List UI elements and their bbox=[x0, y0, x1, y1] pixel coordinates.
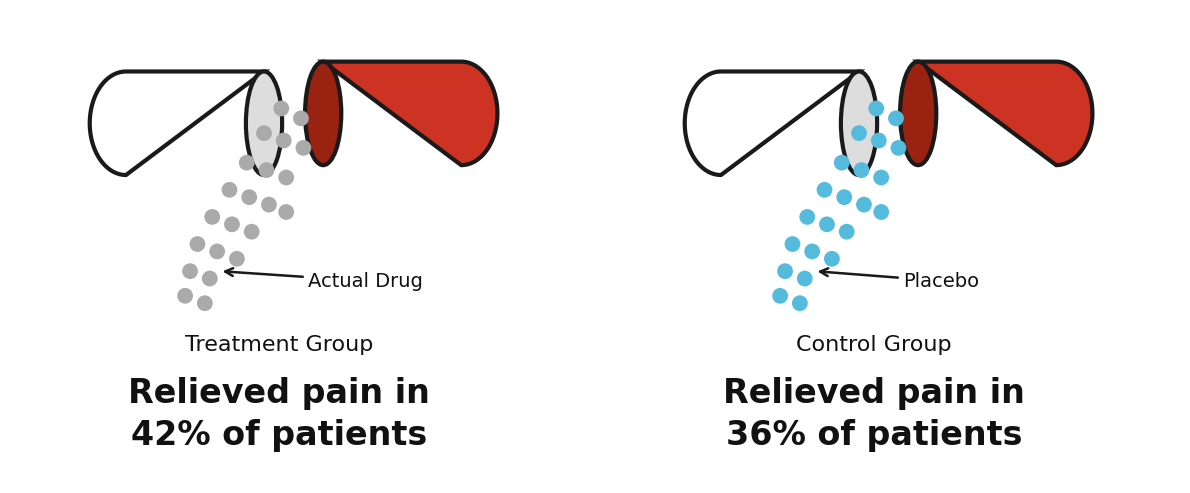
Circle shape bbox=[224, 216, 240, 232]
Circle shape bbox=[839, 224, 854, 240]
Circle shape bbox=[777, 263, 793, 279]
Circle shape bbox=[772, 288, 788, 304]
Circle shape bbox=[242, 189, 257, 205]
Circle shape bbox=[182, 263, 198, 279]
Circle shape bbox=[871, 133, 887, 148]
Circle shape bbox=[873, 204, 889, 220]
PathPatch shape bbox=[684, 71, 859, 175]
Circle shape bbox=[256, 125, 271, 141]
Circle shape bbox=[276, 133, 292, 148]
Circle shape bbox=[816, 182, 832, 198]
PathPatch shape bbox=[89, 71, 264, 175]
Circle shape bbox=[177, 288, 193, 304]
Circle shape bbox=[202, 271, 218, 286]
Circle shape bbox=[873, 170, 889, 185]
Circle shape bbox=[239, 155, 255, 171]
PathPatch shape bbox=[919, 62, 1092, 165]
Circle shape bbox=[869, 101, 884, 116]
Circle shape bbox=[261, 197, 277, 212]
Circle shape bbox=[221, 182, 237, 198]
Ellipse shape bbox=[246, 71, 282, 175]
Text: Control Group: Control Group bbox=[796, 335, 952, 355]
Text: Relieved pain in
36% of patients: Relieved pain in 36% of patients bbox=[722, 377, 1025, 452]
Text: Relieved pain in
42% of patients: Relieved pain in 42% of patients bbox=[127, 377, 430, 452]
Circle shape bbox=[890, 140, 907, 156]
Circle shape bbox=[800, 209, 815, 225]
Circle shape bbox=[295, 140, 312, 156]
Circle shape bbox=[244, 224, 259, 240]
Circle shape bbox=[851, 125, 866, 141]
Text: Placebo: Placebo bbox=[820, 268, 979, 290]
Ellipse shape bbox=[900, 62, 937, 165]
Circle shape bbox=[853, 162, 870, 178]
PathPatch shape bbox=[324, 62, 497, 165]
Circle shape bbox=[856, 197, 872, 212]
Circle shape bbox=[784, 236, 801, 252]
Circle shape bbox=[205, 209, 220, 225]
Ellipse shape bbox=[841, 71, 877, 175]
Ellipse shape bbox=[305, 62, 342, 165]
Circle shape bbox=[228, 251, 245, 267]
Text: Actual Drug: Actual Drug bbox=[225, 268, 424, 290]
Circle shape bbox=[198, 295, 213, 311]
Circle shape bbox=[823, 251, 840, 267]
Circle shape bbox=[189, 236, 206, 252]
Circle shape bbox=[274, 101, 289, 116]
Circle shape bbox=[888, 110, 904, 126]
Circle shape bbox=[258, 162, 275, 178]
Circle shape bbox=[804, 244, 820, 259]
Circle shape bbox=[278, 170, 294, 185]
Circle shape bbox=[209, 244, 225, 259]
Circle shape bbox=[278, 204, 294, 220]
Circle shape bbox=[293, 110, 309, 126]
Circle shape bbox=[837, 189, 852, 205]
Circle shape bbox=[834, 155, 850, 171]
Text: Treatment Group: Treatment Group bbox=[184, 335, 372, 355]
Circle shape bbox=[797, 271, 813, 286]
Circle shape bbox=[793, 295, 808, 311]
Circle shape bbox=[819, 216, 835, 232]
